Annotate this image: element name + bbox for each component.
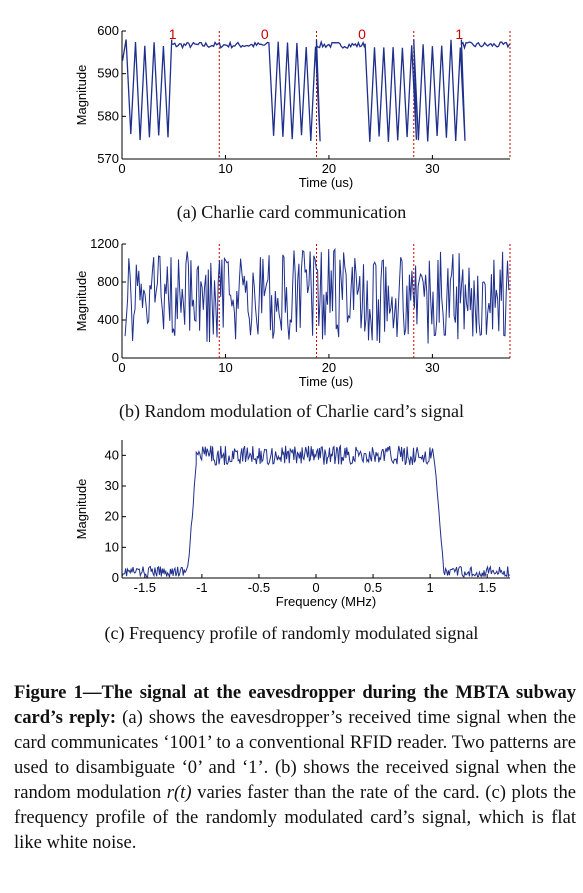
y-tick-label: 800 <box>97 274 119 289</box>
y-axis-label: Magnitude <box>74 271 89 332</box>
caption-text-2: varies faster than the rate of the card.… <box>14 782 577 853</box>
x-axis-label: Frequency (MHz) <box>276 594 376 609</box>
figure-caption: Figure 1—The signal at the eavesdropper … <box>14 680 576 855</box>
x-tick-label: 20 <box>322 161 336 176</box>
x-tick-label: 0 <box>312 580 319 595</box>
chart-c-frequency-profile: -1.5 -1 -0.5 0 0.5 1 1.5 0 10 20 30 40 Frequency (MH… <box>74 440 510 609</box>
panel-c: -1.5 -1 -0.5 0 0.5 1 1.5 0 10 20 30 40 Frequency (MH… <box>0 430 583 650</box>
caption-text-1: (a) shows the eavesdropper’s received ti… <box>14 707 576 803</box>
y-axis-label: Magnitude <box>74 479 89 540</box>
y-tick-label: 10 <box>105 539 119 554</box>
y-tick-label: 590 <box>97 66 119 81</box>
y-tick-label: 30 <box>105 478 119 493</box>
bit-label: 1 <box>455 26 463 42</box>
y-tick-label: 0 <box>112 570 119 585</box>
panel-b: 0 10 20 30 0 400 800 1200 Time (us) Magnitude (b)… <box>0 230 583 430</box>
caption-c: (c) Frequency profile of randomly modula… <box>104 623 479 643</box>
x-tick-label: 30 <box>425 161 439 176</box>
y-tick-label: 0 <box>112 350 119 365</box>
bit-label: 0 <box>261 26 269 42</box>
caption-b: (b) Random modulation of Charlie card’s … <box>119 401 464 421</box>
panel-a: 0 10 20 30 570 580 590 600 Time (us) Magnitude 1 0 0… <box>0 0 583 230</box>
y-tick-label: 40 <box>105 447 119 462</box>
x-tick-label: 30 <box>425 360 439 375</box>
x-tick-label: 10 <box>218 360 232 375</box>
x-tick-label: 20 <box>322 360 336 375</box>
chart-b-random-modulation: 0 10 20 30 0 400 800 1200 Time (us) Magnitude <box>74 236 511 389</box>
y-tick-label: 600 <box>97 23 119 38</box>
x-tick-label: 1 <box>427 580 434 595</box>
x-axis-label: Time (us) <box>299 374 353 389</box>
y-tick-label: 570 <box>97 151 119 166</box>
caption-a: (a) Charlie card communication <box>176 202 407 222</box>
y-tick-label: 580 <box>97 108 119 123</box>
y-tick-label: 1200 <box>90 236 119 251</box>
bit-label: 0 <box>358 26 366 42</box>
y-tick-label: 20 <box>105 509 119 524</box>
x-tick-label: -0.5 <box>248 580 270 595</box>
signal-line <box>121 39 511 142</box>
frequency-profile-line <box>121 443 510 578</box>
x-axis-label: Time (us) <box>299 175 353 190</box>
bit-label: 1 <box>169 26 177 42</box>
x-tick-label: 0.5 <box>364 580 382 595</box>
caption-symbol: r(t) <box>166 782 192 803</box>
x-tick-label: 0 <box>118 161 125 176</box>
x-tick-label: -1 <box>196 580 208 595</box>
x-tick-label: 1.5 <box>478 580 496 595</box>
x-tick-label: -1.5 <box>134 580 156 595</box>
x-tick-label: 0 <box>118 360 125 375</box>
x-tick-label: 10 <box>218 161 232 176</box>
y-axis-label: Magnitude <box>74 65 89 126</box>
y-tick-label: 400 <box>97 312 119 327</box>
figure-label: Figure 1—The signal at the eavesdropper … <box>14 682 576 728</box>
modulated-signal-line <box>124 247 510 344</box>
